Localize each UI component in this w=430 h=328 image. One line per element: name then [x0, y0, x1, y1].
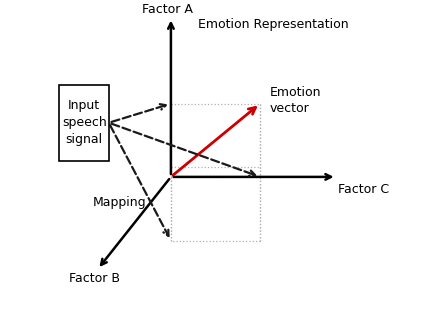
Text: Factor A: Factor A	[142, 3, 193, 16]
Text: Input
speech
signal: Input speech signal	[62, 99, 106, 146]
Text: Factor B: Factor B	[69, 273, 120, 285]
Text: Emotion Representation: Emotion Representation	[197, 18, 347, 31]
Text: Mapping: Mapping	[93, 196, 146, 209]
Text: Factor C: Factor C	[338, 183, 388, 196]
FancyBboxPatch shape	[59, 85, 108, 161]
Text: Emotion
vector: Emotion vector	[269, 86, 320, 115]
